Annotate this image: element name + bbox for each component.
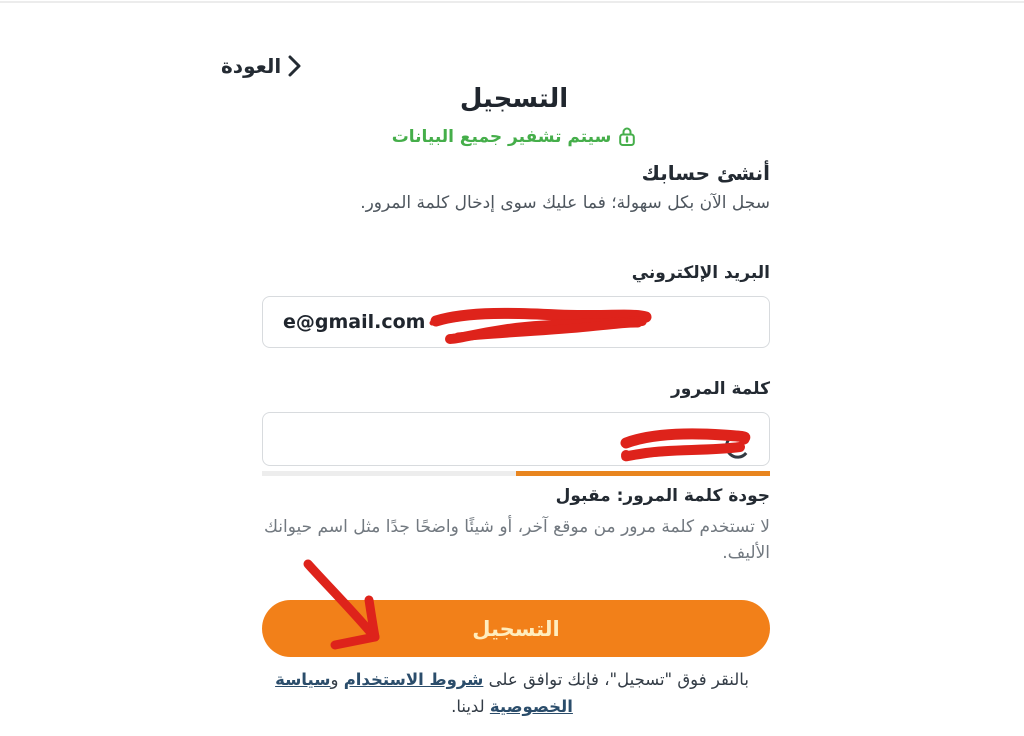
redaction-scribble-email xyxy=(429,307,652,344)
terms-link[interactable]: شروط الاستخدام xyxy=(343,670,484,689)
email-field[interactable]: e@gmail.com xyxy=(262,296,770,348)
email-label: البريد الإلكتروني xyxy=(631,263,770,283)
lock-icon xyxy=(619,127,636,146)
agreement-prefix: بالنقر فوق "تسجيل"، فإنك توافق على xyxy=(483,670,749,689)
password-hint: لا تستخدم كلمة مرور من موقع آخر، أو شيئً… xyxy=(263,517,770,563)
email-value: e@gmail.com xyxy=(283,311,426,333)
password-strength-bar xyxy=(262,471,770,476)
agreement-text: بالنقر فوق "تسجيل"، فإنك توافق على شروط … xyxy=(252,666,772,720)
encryption-note: سيتم تشفير جميع البيانات xyxy=(258,126,770,147)
page-title: التسجيل xyxy=(459,84,569,114)
password-field[interactable] xyxy=(262,412,770,466)
intro-subtitle: سجل الآن بكل سهولة؛ فما عليك سوى إدخال ك… xyxy=(360,193,770,213)
password-label: كلمة المرور xyxy=(671,379,770,399)
back-link[interactable]: العودة xyxy=(221,54,301,78)
encryption-note-text: سيتم تشفير جميع البيانات xyxy=(391,126,612,147)
create-account-heading: أنشئ حسابك xyxy=(641,161,770,185)
agreement-suffix: لدينا. xyxy=(451,697,490,716)
redaction-scribble-password xyxy=(620,428,751,462)
top-border-line xyxy=(0,1,1024,3)
back-link-label: العودة xyxy=(221,54,282,78)
agreement-conjunction: و xyxy=(330,670,344,689)
password-quality-text: جودة كلمة المرور: مقبول xyxy=(555,486,770,506)
register-button[interactable]: التسجيل xyxy=(262,600,770,657)
privacy-link[interactable]: سياسة الخصوصية xyxy=(275,670,573,716)
password-strength-fill xyxy=(516,471,770,476)
chevron-right-icon xyxy=(288,55,301,77)
